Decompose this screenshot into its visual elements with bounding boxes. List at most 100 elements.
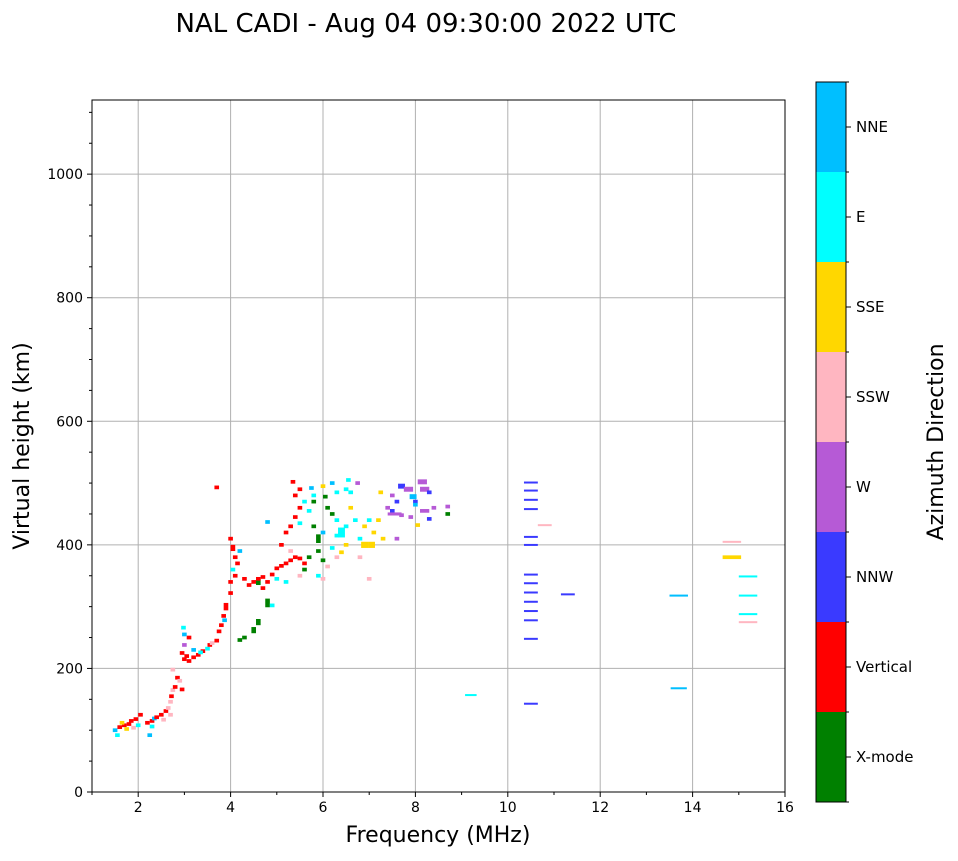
- data-point-e: [311, 493, 317, 498]
- colorbar-segment-w: [816, 442, 846, 532]
- data-point-nne: [147, 733, 153, 738]
- data-point-nnw: [523, 582, 538, 585]
- data-point-e: [269, 603, 275, 608]
- colorbar-segment-ssw: [816, 352, 846, 442]
- y-tick-label: 1000: [47, 167, 83, 183]
- data-point-w: [387, 512, 402, 516]
- data-point-vertical: [228, 580, 233, 584]
- data-point-sse: [378, 490, 384, 495]
- colorbar-frame: [815, 81, 847, 803]
- data-point-nnw: [523, 481, 538, 484]
- data-point-x-mode: [445, 512, 451, 516]
- data-point-vertical: [216, 629, 222, 634]
- data-point-vertical: [149, 719, 155, 723]
- data-point-vertical: [235, 561, 240, 566]
- data-point-sse: [371, 530, 377, 535]
- data-point-e: [465, 694, 477, 697]
- data-point-ssw: [320, 576, 326, 581]
- data-point-x-mode: [316, 549, 321, 553]
- data-point-e: [738, 575, 758, 578]
- y-tick-label: 600: [56, 414, 83, 430]
- data-point-vertical: [214, 638, 220, 643]
- data-point-vertical: [251, 580, 257, 584]
- data-point-sse: [320, 484, 326, 489]
- y-tick-label: 0: [74, 785, 83, 801]
- data-point-x-mode: [242, 635, 247, 640]
- data-point-ssw: [366, 576, 372, 581]
- data-point-vertical: [184, 654, 190, 658]
- data-point-vertical: [265, 580, 270, 584]
- data-point-x-mode: [256, 578, 261, 586]
- data-point-e: [316, 573, 321, 578]
- data-point-e: [302, 499, 307, 504]
- colorbar-segment-e: [816, 172, 846, 262]
- data-point-nne: [320, 530, 326, 535]
- data-point-w: [408, 515, 414, 519]
- data-point-ssw: [325, 564, 330, 569]
- data-point-e: [353, 518, 358, 522]
- data-point-nne: [409, 494, 417, 500]
- data-point-vertical: [126, 722, 132, 726]
- data-point-vertical: [228, 591, 233, 595]
- data-point-vertical: [283, 530, 289, 535]
- colorbar: X-mode Vertical NNW W SSW SSE E NNE: [815, 81, 913, 803]
- data-point-w: [389, 493, 395, 498]
- data-point-x-mode: [256, 619, 261, 626]
- data-point-x-mode: [323, 494, 328, 499]
- data-point-e: [198, 650, 203, 655]
- data-point-nnw: [523, 702, 538, 705]
- data-point-vertical: [274, 566, 280, 571]
- data-point-sse: [415, 523, 421, 527]
- data-point-x-mode: [329, 512, 335, 516]
- colorbar-segment-nnw: [816, 532, 846, 622]
- data-point-vertical: [186, 659, 192, 663]
- data-point-w: [385, 505, 390, 510]
- axes: 2 4 6 8 10 12 14 16 0 200 400 600 800 1000: [47, 111, 794, 816]
- data-point-sse: [722, 555, 742, 560]
- data-point-vertical: [256, 576, 261, 581]
- colorbar-tick-label: NNE: [856, 118, 888, 136]
- data-point-e: [334, 490, 340, 495]
- data-point-nnw: [523, 498, 538, 501]
- data-point-vertical: [172, 685, 178, 689]
- data-point-nne: [191, 648, 196, 652]
- data-point-ssw: [168, 712, 173, 717]
- data-point-vertical: [154, 715, 159, 720]
- data-point-vertical: [269, 572, 275, 577]
- data-point-vertical: [279, 543, 284, 547]
- data-point-x-mode: [311, 524, 317, 529]
- data-point-e: [230, 567, 236, 572]
- data-point-w: [355, 481, 360, 485]
- data-point-vertical: [288, 524, 293, 529]
- data-point-vertical: [128, 719, 134, 723]
- data-point-sse: [343, 543, 349, 547]
- data-point-nnw: [523, 535, 538, 538]
- data-point-nne: [670, 687, 687, 690]
- data-point-nnw: [394, 499, 400, 504]
- data-point-vertical: [179, 651, 185, 655]
- data-point-ssw: [170, 667, 176, 672]
- data-point-vertical: [232, 555, 238, 560]
- data-point-e: [274, 576, 280, 581]
- data-point-ssw: [165, 706, 171, 710]
- data-point-x-mode: [265, 598, 270, 608]
- data-point-e: [334, 533, 340, 538]
- data-point-vertical: [297, 487, 303, 492]
- data-point-sse: [376, 518, 381, 522]
- x-tick-label: 16: [776, 800, 794, 816]
- x-tick-label: 14: [684, 800, 702, 816]
- data-point-vertical: [195, 652, 201, 657]
- data-point-vertical: [138, 712, 143, 717]
- data-point-nnw: [426, 517, 432, 521]
- y-tick-label: 400: [56, 538, 83, 554]
- data-point-vertical: [169, 694, 174, 699]
- data-point-vertical: [260, 575, 266, 579]
- data-point-sse: [119, 720, 125, 725]
- data-point-nnw: [523, 489, 538, 492]
- data-point-vertical: [117, 725, 123, 729]
- colorbar-tick-label: SSW: [856, 388, 890, 406]
- data-point-vertical: [302, 561, 307, 566]
- data-point-w: [420, 486, 430, 492]
- data-point-e: [738, 594, 758, 597]
